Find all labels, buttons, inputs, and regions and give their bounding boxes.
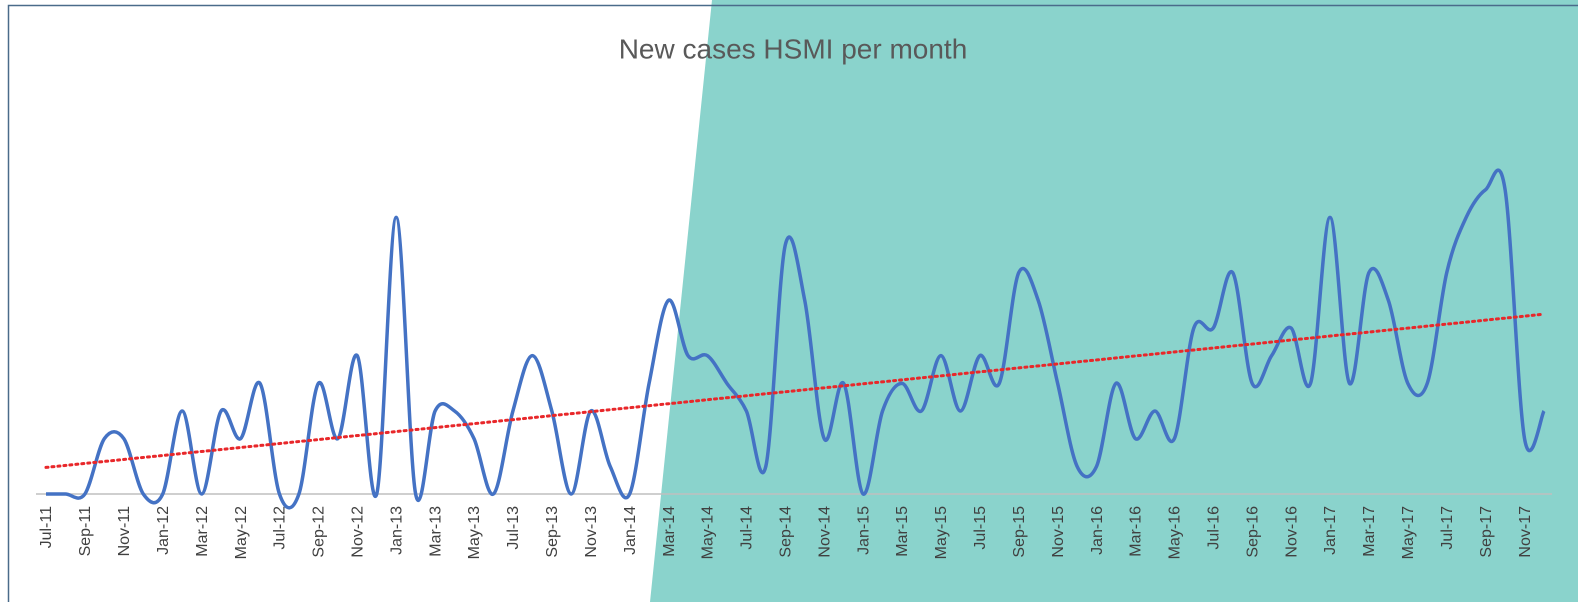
x-tick-label: Jan-16 (1089, 506, 1106, 555)
x-tick-label: Jan-17 (1322, 506, 1339, 555)
x-tick-label: May-13 (466, 506, 483, 559)
x-tick-label: Sep-17 (1478, 506, 1495, 558)
x-tick-label: Jan-12 (155, 506, 172, 555)
x-tick-label: Sep-13 (544, 506, 561, 558)
x-tick-label: Nov-12 (349, 506, 366, 558)
data-line (46, 168, 1546, 510)
x-tick-label: Mar-12 (194, 506, 211, 557)
x-tick-label: Jul-14 (739, 506, 756, 550)
x-tick-label: Sep-14 (777, 506, 794, 558)
trendline (44, 312, 1546, 469)
x-tick-label: Mar-14 (661, 506, 678, 557)
x-tick-label: Jan-14 (622, 506, 639, 555)
x-tick-label: Sep-12 (311, 506, 328, 558)
x-tick-label: Mar-15 (894, 506, 911, 557)
chart-title: New cases HSMI per month (619, 33, 968, 64)
x-tick-label: Mar-16 (1128, 506, 1145, 557)
x-tick-label: Jul-17 (1439, 506, 1456, 550)
x-tick-label: Jul-16 (1205, 506, 1222, 550)
chart-border (7, 4, 1578, 602)
x-tick-label: Nov-14 (816, 506, 833, 558)
x-tick-label: Sep-15 (1011, 506, 1028, 558)
x-tick-label: Nov-15 (1050, 506, 1067, 558)
x-tick-label: Jul-12 (272, 506, 289, 550)
x-tick-label: Mar-17 (1361, 506, 1378, 557)
x-tick-label: Jul-11 (38, 506, 55, 548)
x-tick-label: Jul-13 (505, 506, 522, 550)
x-tick-label: Sep-11 (77, 506, 94, 557)
x-tick-label: May-14 (700, 506, 717, 559)
x-tick-label: Nov-13 (583, 506, 600, 558)
x-tick-label: Mar-13 (427, 506, 444, 557)
x-tick-label: Jul-15 (972, 506, 989, 550)
x-tick-label: May-17 (1400, 506, 1417, 559)
x-tick-label: May-16 (1167, 506, 1184, 559)
x-tick-label: May-15 (933, 506, 950, 559)
x-tick-label: Nov-17 (1517, 506, 1534, 558)
background-shape (650, 0, 1578, 602)
x-tick-label: Nov-16 (1283, 506, 1300, 558)
x-tick-label: Jan-13 (388, 506, 405, 555)
x-tick-label: Nov-11 (116, 506, 133, 556)
x-tick-label: Jan-15 (855, 506, 872, 555)
x-tick-label: May-12 (233, 506, 250, 559)
x-tick-label: Sep-16 (1244, 506, 1261, 558)
